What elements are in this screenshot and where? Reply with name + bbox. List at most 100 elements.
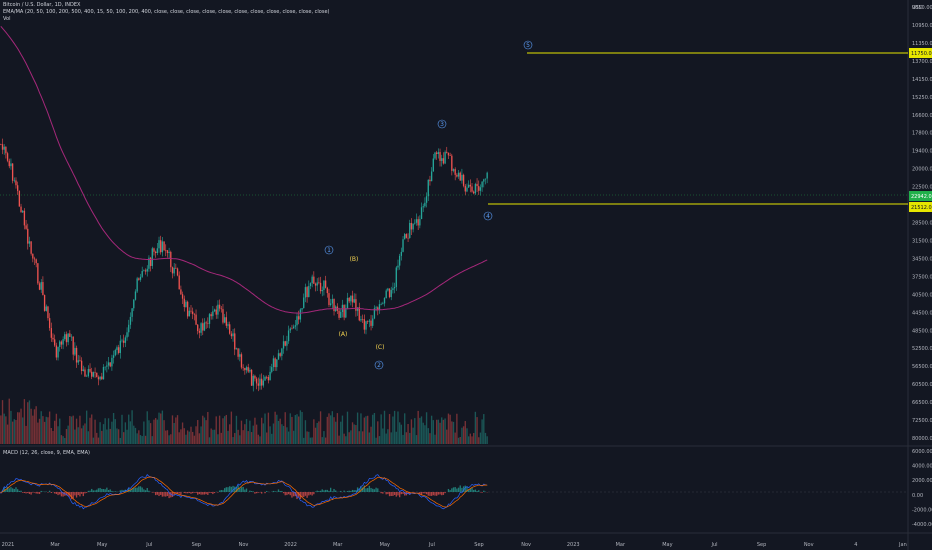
volume-bar: [326, 416, 328, 444]
candle-body: [123, 340, 125, 343]
volume-bar: [15, 419, 17, 444]
candle-body: [331, 298, 334, 304]
macd-histogram-bar: [266, 490, 268, 492]
macd-histogram-bar: [170, 492, 172, 498]
candle-body: [139, 276, 142, 280]
macd-histogram-bar: [111, 490, 113, 492]
macd-histogram-bar: [397, 492, 399, 496]
candle-body: [32, 253, 34, 259]
macd-legend[interactable]: MACD (12, 26, close, 9, EMA, EMA): [3, 450, 90, 456]
candle-body: [287, 330, 290, 342]
macd-histogram-bar: [467, 489, 470, 492]
candle-body: [299, 309, 302, 320]
macd-histogram-bar: [50, 492, 52, 494]
macd-histogram-bar: [198, 492, 201, 495]
candle-body: [175, 267, 177, 269]
volume-bar: [97, 437, 100, 444]
macd-histogram-bar: [321, 489, 323, 492]
wave-label: 2: [377, 362, 381, 369]
volume-bar: [176, 415, 179, 444]
volume-bar: [267, 412, 270, 444]
volume-bar: [289, 413, 291, 444]
volume-bar: [185, 434, 187, 444]
candle-body: [422, 206, 424, 208]
candle-body: [234, 333, 236, 350]
macd-histogram-bar: [234, 486, 236, 492]
price-tick-label: 28500.00: [912, 221, 932, 227]
time-tick-label: 2021: [2, 542, 15, 548]
volume-bar: [432, 420, 434, 444]
macd-histogram-bar: [250, 491, 253, 492]
candle-body: [464, 185, 466, 192]
macd-histogram-bar: [434, 492, 436, 496]
indicator-legend[interactable]: EMA/MA (20, 50, 100, 200, 500, 400, 15, …: [3, 9, 330, 16]
volume-bar: [316, 422, 318, 444]
candle-body: [166, 250, 169, 253]
candle-body: [229, 324, 231, 334]
candle-body: [405, 234, 408, 238]
candle-body: [154, 251, 157, 254]
volume-bar: [48, 411, 51, 444]
volume-bar: [393, 410, 396, 444]
candle-body: [240, 354, 243, 368]
volume-bar: [404, 413, 406, 444]
volume-bar: [215, 416, 217, 444]
macd-histogram-bar: [427, 492, 429, 496]
wave-label: (A): [339, 331, 348, 338]
volume-bar: [365, 416, 367, 444]
volume-bar: [67, 425, 69, 444]
candle-body: [186, 301, 189, 317]
macd-histogram-bar: [451, 488, 453, 492]
price-tick-label: 13700.00: [912, 59, 932, 65]
volume-bar: [264, 413, 266, 444]
volume-bar: [154, 418, 157, 444]
candle-body: [59, 341, 61, 347]
macd-histogram-bar: [205, 492, 207, 495]
candle-body: [321, 290, 323, 292]
macd-histogram-bar: [11, 488, 14, 492]
candle-body: [326, 287, 328, 294]
volume-bar: [235, 415, 238, 444]
volume-bar: [91, 414, 93, 444]
candle-body: [358, 307, 360, 321]
macd-histogram-bar: [304, 492, 307, 496]
volume-bar: [38, 418, 41, 444]
macd-histogram-bar: [133, 487, 135, 492]
time-tick-label: Sep: [757, 542, 766, 548]
volume-bar: [296, 414, 298, 444]
volume-bar: [149, 423, 152, 444]
macd-histogram-bar: [138, 486, 140, 492]
candle-body: [351, 295, 354, 303]
candle-body: [392, 288, 394, 291]
macd-histogram-bar: [249, 490, 251, 492]
macd-histogram-bar: [3, 486, 5, 492]
candle-body: [367, 321, 369, 322]
price-tick-label: 66500.00: [912, 400, 932, 406]
volume-bar: [70, 416, 73, 444]
candle-body: [446, 151, 448, 153]
volume-bar: [486, 436, 488, 444]
volume-bar: [464, 421, 466, 444]
volume-bar: [213, 429, 216, 444]
volume-bar: [323, 431, 325, 444]
candle-body: [67, 333, 69, 343]
volume-legend[interactable]: Vol: [3, 16, 11, 23]
candle-body: [372, 318, 374, 326]
volume-bar: [190, 426, 192, 444]
time-tick-label: Jul: [710, 542, 717, 548]
volume-bar: [114, 419, 116, 444]
macd-histogram-bar: [350, 490, 352, 492]
volume-bar: [180, 429, 182, 444]
candle-body: [38, 283, 41, 290]
candle-body: [462, 174, 465, 186]
volume-bar: [59, 418, 61, 444]
volume-bar: [101, 430, 103, 444]
candle-body: [466, 187, 468, 192]
volume-bar: [146, 411, 148, 444]
volume-bar: [276, 414, 278, 444]
symbol-title[interactable]: Bitcoin / U.S. Dollar, 1D, INDEX: [3, 2, 81, 8]
volume-bar: [439, 422, 441, 444]
macd-histogram-bar: [55, 492, 58, 495]
macd-histogram-bar: [331, 491, 334, 492]
